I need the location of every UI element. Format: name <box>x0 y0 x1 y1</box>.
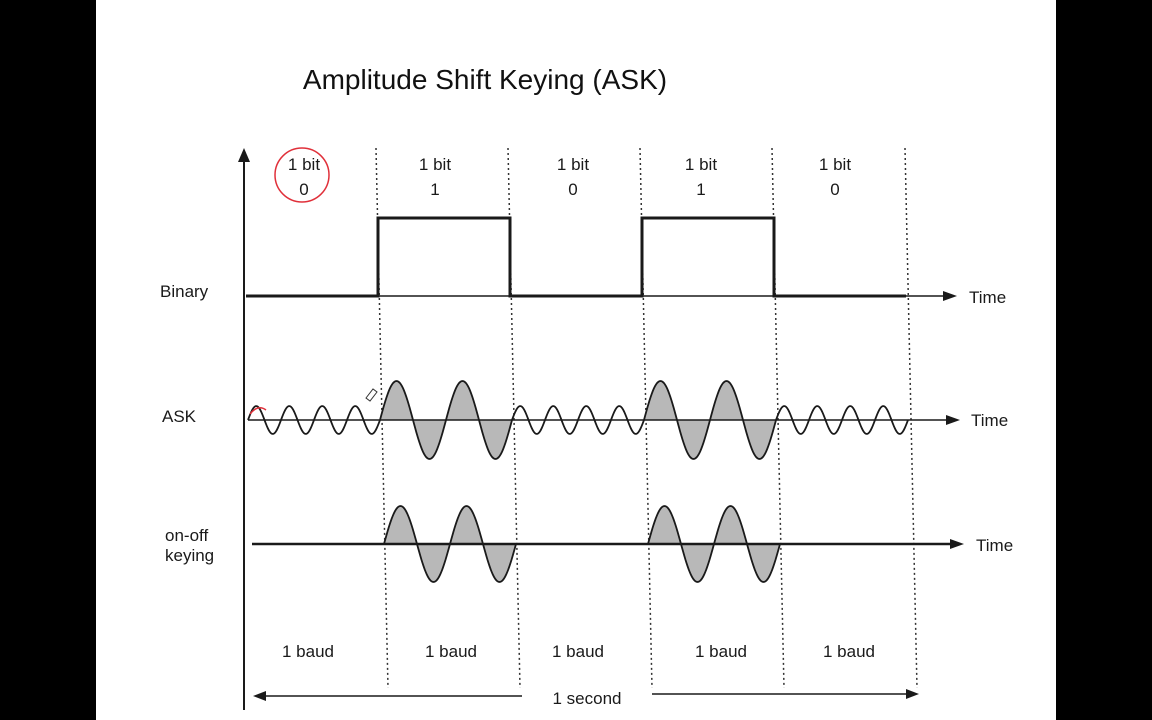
bit-labels: 1 bit 0 1 bit 1 1 bit 0 1 bit 1 1 bit 0 <box>288 155 851 199</box>
baud-labels: 1 baud 1 baud 1 baud 1 baud 1 baud <box>282 642 875 661</box>
bit-label: 1 bit <box>557 155 589 174</box>
duration-label: 1 second <box>553 689 622 708</box>
annotation-circle <box>274 147 330 203</box>
bit-value: 1 <box>430 180 439 199</box>
bit-label: 1 bit <box>685 155 717 174</box>
row-label-ask: ASK <box>162 407 197 426</box>
pen-cursor-icon <box>365 388 378 402</box>
vertical-axis-arrow <box>238 148 250 162</box>
bit-label: 1 bit <box>288 155 320 174</box>
baud-label: 1 baud <box>552 642 604 661</box>
duration-arrowhead-left <box>253 691 266 701</box>
bit-value: 0 <box>299 180 308 199</box>
slide-title: Amplitude Shift Keying (ASK) <box>302 64 668 95</box>
bit-value: 0 <box>830 180 839 199</box>
row-label-ook-2: keying <box>165 546 214 565</box>
bit-value: 1 <box>696 180 705 199</box>
bit-divider <box>904 147 918 689</box>
binary-signal <box>246 216 906 298</box>
ask-time-label: Time <box>971 411 1008 430</box>
bit-label: 1 bit <box>819 155 851 174</box>
ask-time-arrow <box>946 415 960 425</box>
binary-time-label: Time <box>969 288 1006 307</box>
bit-value: 0 <box>568 180 577 199</box>
baud-label: 1 baud <box>695 642 747 661</box>
binary-time-arrow <box>943 291 957 301</box>
annotation-mark <box>249 407 267 415</box>
row-label-ook-1: on-off <box>165 526 208 545</box>
baud-label: 1 baud <box>282 642 334 661</box>
row-label-binary: Binary <box>160 282 209 301</box>
duration-arrowhead-right <box>906 689 919 699</box>
ook-time-label: Time <box>976 536 1013 555</box>
baud-label: 1 baud <box>425 642 477 661</box>
ook-time-arrow <box>950 539 964 549</box>
baud-label: 1 baud <box>823 642 875 661</box>
bit-label: 1 bit <box>419 155 451 174</box>
slide <box>96 0 1056 720</box>
